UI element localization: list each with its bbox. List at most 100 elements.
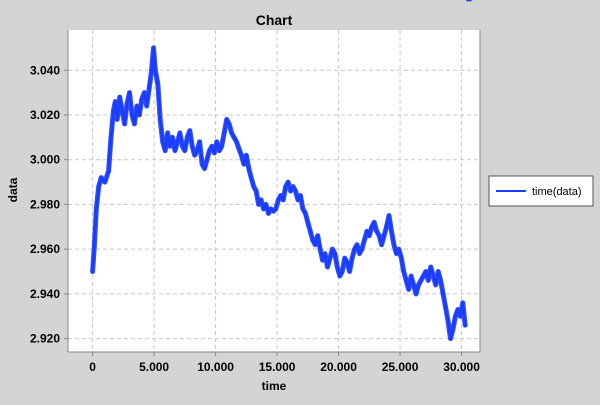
data-point: [444, 305, 448, 309]
data-point: [284, 185, 288, 188]
data-point: [407, 287, 411, 291]
data-point: [321, 258, 325, 262]
data-point: [130, 113, 134, 117]
x-tick-label: 10.000: [197, 360, 234, 374]
data-point: [276, 198, 280, 202]
data-point: [308, 229, 312, 233]
data-point: [109, 135, 113, 139]
data-point: [301, 207, 305, 211]
data-point: [360, 247, 364, 251]
legend-label: time(data): [532, 186, 582, 198]
data-point: [313, 243, 317, 247]
y-tick-label: 2.940: [30, 287, 60, 301]
data-point: [94, 207, 98, 211]
data-point: [372, 220, 376, 224]
data-point: [355, 243, 359, 247]
data-point: [137, 113, 141, 117]
data-point: [237, 147, 241, 150]
x-tick-label: 15.000: [259, 360, 296, 374]
data-point: [249, 176, 253, 180]
data-point: [163, 149, 167, 153]
data-point: [429, 265, 433, 269]
data-point: [123, 122, 127, 126]
data-point: [333, 252, 337, 256]
data-point: [463, 323, 467, 327]
data-point: [451, 328, 455, 332]
y-tick-label: 2.960: [30, 242, 60, 256]
data-point: [350, 256, 354, 260]
data-point: [461, 301, 465, 305]
data-point: [456, 308, 460, 311]
x-tick-label: 25.000: [382, 360, 419, 374]
data-point: [328, 256, 332, 260]
data-point: [120, 109, 124, 112]
data-point: [281, 198, 285, 202]
data-point: [353, 247, 357, 251]
data-point: [158, 117, 162, 121]
data-point: [152, 46, 155, 50]
data-layer: [90, 0, 472, 342]
x-tick-label: 0: [89, 360, 96, 374]
data-point: [103, 180, 107, 184]
data-point: [348, 270, 352, 273]
data-point: [392, 243, 396, 247]
data-point: [426, 278, 430, 282]
data-point: [227, 122, 231, 126]
grid-layer: [68, 30, 480, 352]
data-point: [128, 91, 131, 95]
data-point: [330, 247, 334, 251]
data-point: [402, 270, 406, 273]
data-point: [244, 153, 248, 157]
data-point: [271, 209, 275, 213]
data-point: [453, 314, 457, 318]
data-point: [436, 270, 440, 273]
data-point: [188, 129, 192, 133]
data-point: [382, 234, 386, 238]
data-point: [421, 274, 425, 278]
data-point: [150, 68, 154, 72]
data-point: [397, 247, 401, 251]
data-point: [225, 117, 229, 121]
data-point: [318, 247, 322, 251]
data-point: [306, 220, 310, 224]
data-point: [198, 140, 202, 144]
data-point: [409, 274, 413, 278]
data-point: [247, 167, 251, 171]
data-point: [212, 151, 216, 155]
data-point: [180, 144, 184, 148]
data-point: [365, 229, 369, 233]
data-point: [190, 144, 194, 148]
data-point: [387, 214, 391, 218]
data-point: [466, 0, 470, 2]
data-point: [242, 162, 246, 166]
data-point: [259, 198, 263, 202]
data-point: [291, 185, 295, 188]
data-point: [262, 207, 265, 211]
data-point: [326, 265, 329, 269]
data-point: [289, 189, 293, 193]
data-point: [142, 91, 146, 95]
data-point: [385, 225, 388, 229]
data-point: [449, 337, 452, 341]
data-point: [193, 153, 197, 157]
data-point: [298, 194, 302, 197]
data-point: [358, 252, 361, 256]
data-point: [125, 102, 129, 106]
y-tick-label: 2.920: [30, 332, 60, 346]
data-point: [274, 207, 278, 211]
data-point: [97, 185, 101, 188]
data-point: [367, 234, 371, 238]
data-point: [217, 149, 221, 153]
data-point: [135, 104, 139, 108]
data-point: [173, 149, 177, 153]
data-point: [220, 144, 224, 148]
data-point: [166, 131, 170, 135]
data-point: [140, 97, 144, 101]
data-point: [390, 229, 393, 233]
data-point: [458, 314, 462, 318]
data-point: [414, 292, 418, 296]
data-point: [153, 68, 157, 72]
data-point: [431, 274, 435, 278]
x-tick-label: 5.000: [139, 360, 169, 374]
data-point: [468, 0, 472, 2]
